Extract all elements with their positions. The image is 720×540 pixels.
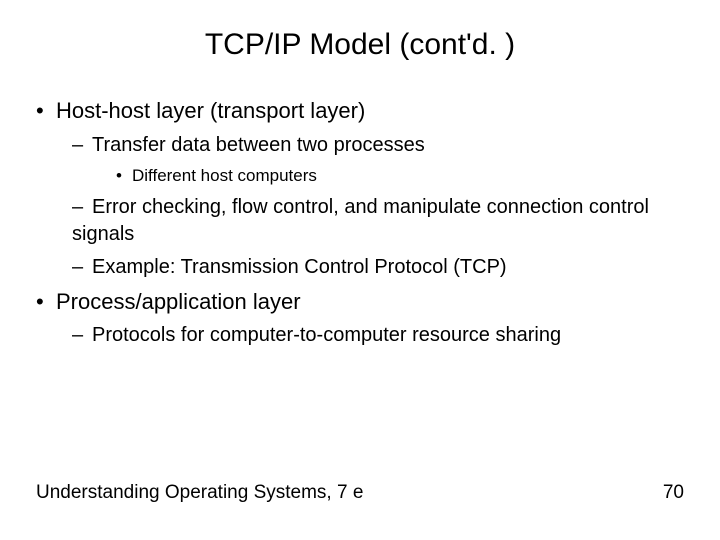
content-body: Host-host layer (transport layer) Transf…	[36, 96, 684, 349]
slide: TCP/IP Model (cont'd. ) Host-host layer …	[0, 0, 720, 540]
footer-page-number: 70	[663, 482, 684, 504]
bullet-l1: Process/application layer	[36, 287, 684, 317]
page-title: TCP/IP Model (cont'd. )	[36, 28, 684, 62]
bullet-text: Error checking, flow control, and manipu…	[72, 196, 649, 245]
bullet-text: Different host computers	[132, 166, 317, 185]
footer-left: Understanding Operating Systems, 7 e	[36, 482, 363, 504]
bullet-text: Example: Transmission Control Protocol (…	[92, 256, 507, 278]
bullet-l2: Transfer data between two processes	[72, 132, 684, 159]
bullet-text: Process/application layer	[56, 289, 301, 314]
bullet-text: Protocols for computer-to-computer resou…	[92, 324, 561, 346]
footer: Understanding Operating Systems, 7 e 70	[36, 482, 684, 504]
bullet-text: Transfer data between two processes	[92, 134, 425, 156]
bullet-l2: Protocols for computer-to-computer resou…	[72, 322, 684, 349]
bullet-l2: Example: Transmission Control Protocol (…	[72, 254, 684, 281]
bullet-l1: Host-host layer (transport layer)	[36, 96, 684, 126]
bullet-l2: Error checking, flow control, and manipu…	[72, 194, 684, 248]
bullet-text: Host-host layer (transport layer)	[56, 98, 365, 123]
bullet-l3: Different host computers	[116, 165, 684, 188]
